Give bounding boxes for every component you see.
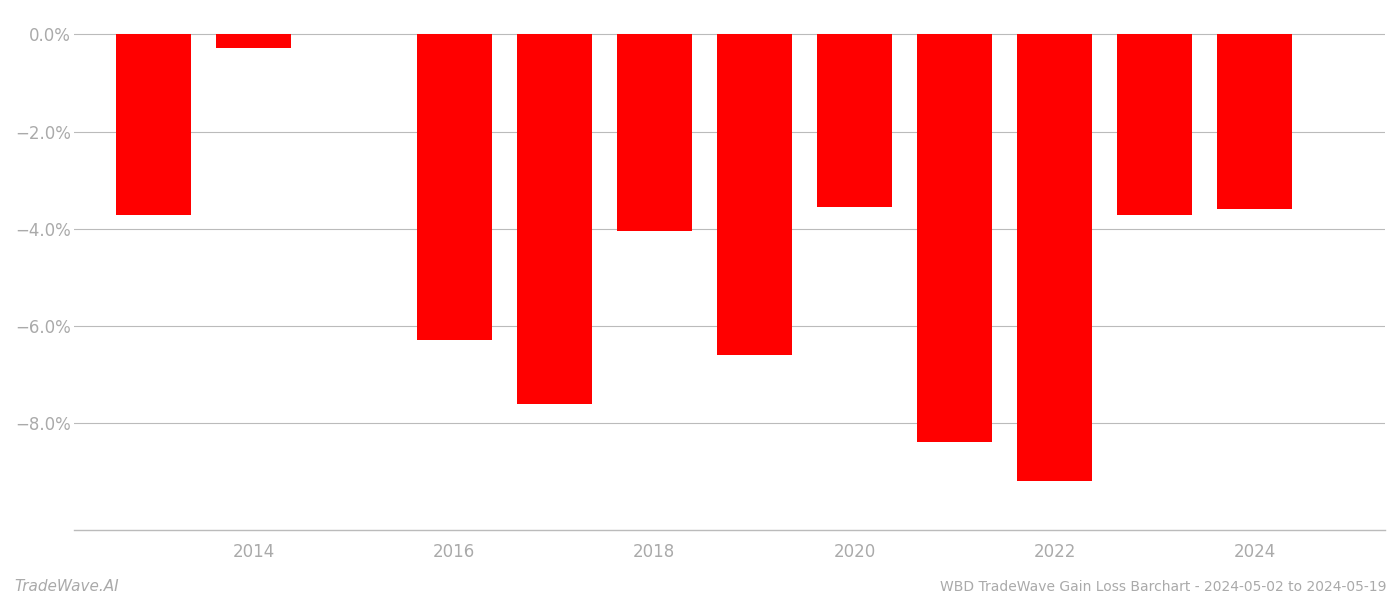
Bar	[617, 34, 692, 231]
Bar	[818, 34, 892, 207]
Bar	[1218, 34, 1292, 209]
Text: WBD TradeWave Gain Loss Barchart - 2024-05-02 to 2024-05-19: WBD TradeWave Gain Loss Barchart - 2024-…	[939, 580, 1386, 594]
Bar	[116, 34, 192, 215]
Bar	[917, 34, 993, 442]
Bar	[717, 34, 792, 355]
Text: TradeWave.AI: TradeWave.AI	[14, 579, 119, 594]
Bar	[417, 34, 491, 340]
Bar	[216, 34, 291, 48]
Bar	[1018, 34, 1092, 481]
Bar	[1117, 34, 1193, 215]
Bar	[517, 34, 592, 404]
